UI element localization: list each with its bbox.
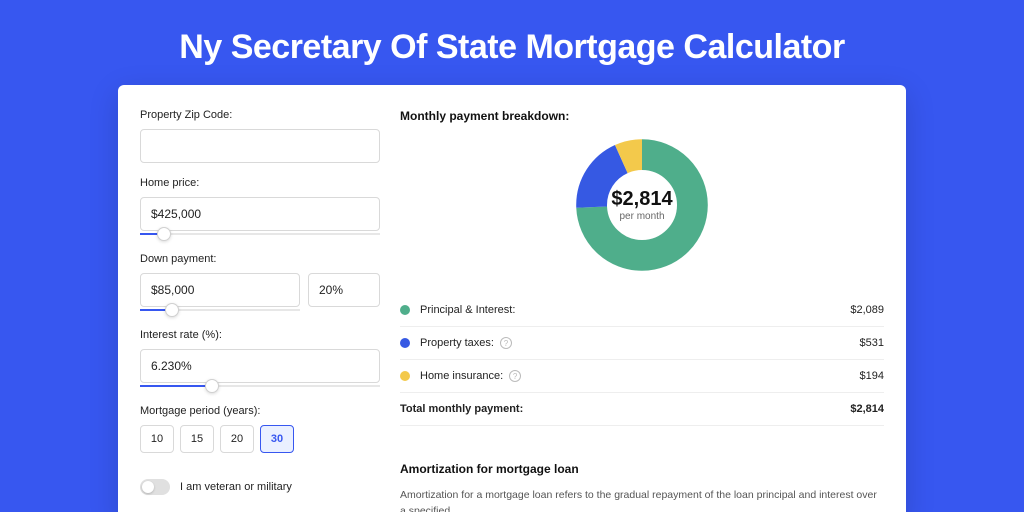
amortization-text: Amortization for a mortgage loan refers … [400,488,884,512]
breakdown-row: Property taxes:?$531 [400,327,884,360]
breakdown-label: Principal & Interest: [420,304,850,316]
mortgage-period-group: 10152030 [140,425,380,453]
breakdown-column: Monthly payment breakdown: $2,814 per mo… [400,109,884,512]
breakdown-total-row: Total monthly payment:$2,814 [400,393,884,426]
home-price-slider-thumb[interactable] [157,227,171,241]
swatch-icon [400,305,410,315]
page-title: Ny Secretary Of State Mortgage Calculato… [179,28,844,67]
swatch-icon [400,338,410,348]
donut-sub: per month [619,211,664,222]
breakdown-value: $2,089 [850,304,884,316]
swatch-icon [400,371,410,381]
down-payment-slider-thumb[interactable] [165,303,179,317]
donut-value: $2,814 [611,188,672,211]
veteran-row: I am veteran or military [140,479,380,495]
down-payment-field: Down payment: [140,253,380,307]
donut-chart-wrap: $2,814 per month [400,135,884,275]
breakdown-label: Property taxes:? [420,337,860,349]
home-price-label: Home price: [140,177,380,189]
breakdown-total-label: Total monthly payment: [400,403,850,415]
home-price-input[interactable] [140,197,380,231]
period-button-30[interactable]: 30 [260,425,294,453]
breakdown-value: $194 [860,370,884,382]
breakdown-title: Monthly payment breakdown: [400,109,884,123]
donut-chart: $2,814 per month [572,135,712,275]
breakdown-total-value: $2,814 [850,403,884,415]
breakdown-row: Home insurance:?$194 [400,360,884,393]
zip-field: Property Zip Code: [140,109,380,163]
zip-label: Property Zip Code: [140,109,380,121]
veteran-toggle[interactable] [140,479,170,495]
breakdown-list: Principal & Interest:$2,089Property taxe… [400,293,884,426]
donut-center: $2,814 per month [572,135,712,275]
interest-rate-field: Interest rate (%): [140,329,380,383]
down-payment-label: Down payment: [140,253,380,265]
mortgage-period-label: Mortgage period (years): [140,405,380,417]
info-icon[interactable]: ? [509,370,521,382]
home-price-slider[interactable] [140,233,380,235]
down-payment-slider[interactable] [140,309,300,311]
down-payment-pct-input[interactable] [308,273,380,307]
inputs-column: Property Zip Code: Home price: Down paym… [140,109,380,512]
period-button-20[interactable]: 20 [220,425,254,453]
period-button-15[interactable]: 15 [180,425,214,453]
amortization-section: Amortization for mortgage loan Amortizat… [400,446,884,512]
info-icon[interactable]: ? [500,337,512,349]
interest-rate-slider-thumb[interactable] [205,379,219,393]
mortgage-period-field: Mortgage period (years): 10152030 [140,405,380,453]
interest-rate-input[interactable] [140,349,380,383]
veteran-label: I am veteran or military [180,481,292,493]
breakdown-value: $531 [860,337,884,349]
breakdown-label: Home insurance:? [420,370,860,382]
interest-rate-label: Interest rate (%): [140,329,380,341]
home-price-field: Home price: [140,177,380,231]
zip-input[interactable] [140,129,380,163]
period-button-10[interactable]: 10 [140,425,174,453]
down-payment-input[interactable] [140,273,300,307]
calculator-card: Property Zip Code: Home price: Down paym… [118,85,906,512]
interest-rate-slider[interactable] [140,385,380,387]
amortization-title: Amortization for mortgage loan [400,462,884,476]
breakdown-row: Principal & Interest:$2,089 [400,294,884,327]
